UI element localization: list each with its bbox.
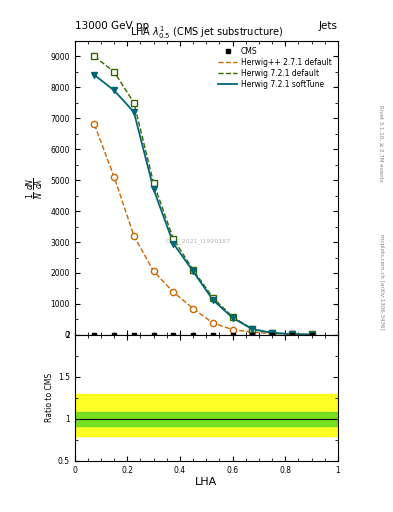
Herwig++ 2.7.1 default bbox=[290, 331, 294, 337]
Line: CMS: CMS bbox=[92, 332, 314, 337]
Herwig 7.2.1 default bbox=[250, 326, 255, 332]
Herwig 7.2.1 default bbox=[112, 69, 116, 75]
Herwig 7.2.1 default bbox=[270, 330, 274, 336]
Herwig 7.2.1 default bbox=[211, 294, 215, 301]
CMS bbox=[151, 332, 156, 338]
Herwig++ 2.7.1 default bbox=[211, 320, 215, 326]
Herwig 7.2.1 softTune bbox=[250, 326, 255, 332]
Y-axis label: Ratio to CMS: Ratio to CMS bbox=[44, 373, 53, 422]
Herwig++ 2.7.1 default bbox=[230, 327, 235, 333]
Y-axis label: $\frac{1}{N}\,\frac{dN}{d\lambda}$: $\frac{1}{N}\,\frac{dN}{d\lambda}$ bbox=[25, 177, 46, 199]
Text: mcplots.cern.ch [arXiv:1306.3436]: mcplots.cern.ch [arXiv:1306.3436] bbox=[379, 234, 384, 329]
Herwig 7.2.1 default bbox=[230, 314, 235, 320]
Herwig++ 2.7.1 default bbox=[132, 233, 136, 239]
Herwig 7.2.1 softTune bbox=[151, 186, 156, 193]
X-axis label: LHA: LHA bbox=[195, 477, 217, 487]
Herwig 7.2.1 softTune bbox=[92, 72, 97, 78]
Text: CMS_2021_I1920187: CMS_2021_I1920187 bbox=[166, 238, 231, 244]
Herwig 7.2.1 default bbox=[171, 236, 176, 242]
CMS bbox=[191, 332, 196, 338]
Line: Herwig++ 2.7.1 default: Herwig++ 2.7.1 default bbox=[94, 124, 312, 335]
Line: Herwig 7.2.1 default: Herwig 7.2.1 default bbox=[94, 56, 312, 334]
CMS bbox=[309, 332, 314, 338]
Text: 13000 GeV pp: 13000 GeV pp bbox=[75, 20, 149, 31]
Herwig 7.2.1 softTune bbox=[191, 268, 196, 274]
CMS bbox=[270, 332, 274, 338]
Line: Herwig 7.2.1 softTune: Herwig 7.2.1 softTune bbox=[94, 75, 312, 334]
CMS bbox=[112, 332, 116, 338]
Herwig 7.2.1 default bbox=[92, 53, 97, 59]
Herwig 7.2.1 default bbox=[132, 100, 136, 106]
CMS bbox=[171, 332, 176, 338]
Herwig++ 2.7.1 default bbox=[92, 121, 97, 127]
Herwig 7.2.1 softTune bbox=[309, 331, 314, 337]
Herwig 7.2.1 default bbox=[191, 267, 196, 273]
CMS bbox=[211, 332, 215, 338]
Herwig 7.2.1 softTune bbox=[230, 315, 235, 321]
Herwig 7.2.1 softTune bbox=[171, 241, 176, 247]
Herwig 7.2.1 softTune bbox=[112, 88, 116, 94]
CMS bbox=[290, 332, 294, 338]
Herwig++ 2.7.1 default bbox=[309, 332, 314, 338]
Title: LHA $\lambda^{1}_{0.5}$ (CMS jet substructure): LHA $\lambda^{1}_{0.5}$ (CMS jet substru… bbox=[130, 24, 283, 41]
Herwig 7.2.1 softTune bbox=[211, 297, 215, 303]
Herwig++ 2.7.1 default bbox=[112, 174, 116, 180]
Text: Rivet 3.1.10, ≥ 2.7M events: Rivet 3.1.10, ≥ 2.7M events bbox=[379, 105, 384, 182]
Herwig 7.2.1 default bbox=[309, 331, 314, 337]
Herwig++ 2.7.1 default bbox=[151, 268, 156, 274]
Legend: CMS, Herwig++ 2.7.1 default, Herwig 7.2.1 default, Herwig 7.2.1 softTune: CMS, Herwig++ 2.7.1 default, Herwig 7.2.… bbox=[216, 45, 334, 91]
CMS bbox=[92, 332, 97, 338]
Herwig++ 2.7.1 default bbox=[191, 306, 196, 312]
Herwig 7.2.1 softTune bbox=[132, 109, 136, 115]
Herwig 7.2.1 softTune bbox=[290, 331, 294, 337]
CMS bbox=[132, 332, 136, 338]
Herwig++ 2.7.1 default bbox=[270, 331, 274, 337]
Text: Jets: Jets bbox=[319, 20, 338, 31]
Herwig++ 2.7.1 default bbox=[250, 329, 255, 335]
Herwig++ 2.7.1 default bbox=[171, 289, 176, 295]
Herwig 7.2.1 default bbox=[290, 331, 294, 337]
CMS bbox=[230, 332, 235, 338]
CMS bbox=[250, 332, 255, 338]
Herwig 7.2.1 softTune bbox=[270, 330, 274, 336]
Herwig 7.2.1 default bbox=[151, 180, 156, 186]
